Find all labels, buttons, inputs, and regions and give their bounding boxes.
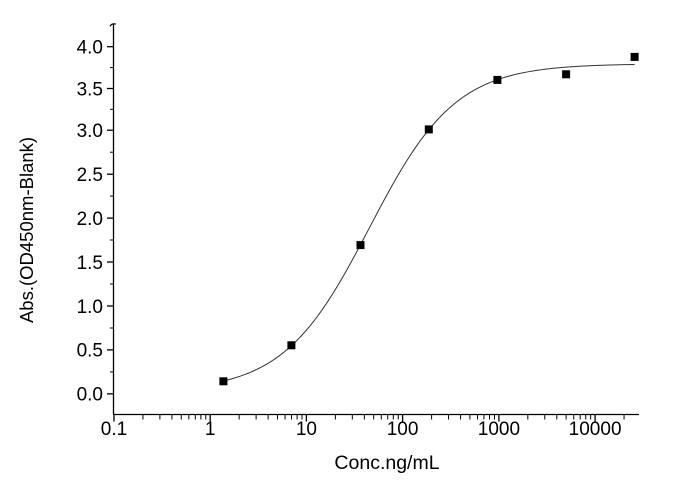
svg-text:100: 100 bbox=[387, 419, 419, 440]
svg-text:1.0: 1.0 bbox=[77, 297, 103, 318]
svg-text:2.5: 2.5 bbox=[77, 165, 103, 186]
svg-text:0.1: 0.1 bbox=[101, 419, 127, 440]
svg-text:1000: 1000 bbox=[478, 419, 520, 440]
svg-text:3.0: 3.0 bbox=[77, 121, 103, 142]
svg-text:10000: 10000 bbox=[569, 419, 622, 440]
svg-text:1.5: 1.5 bbox=[77, 253, 103, 274]
svg-text:2.0: 2.0 bbox=[77, 209, 103, 230]
svg-text:0.0: 0.0 bbox=[77, 385, 103, 406]
svg-text:4.0: 4.0 bbox=[77, 38, 103, 59]
svg-text:3.5: 3.5 bbox=[77, 79, 103, 100]
svg-text:1: 1 bbox=[205, 419, 216, 440]
svg-text:Conc.ng/mL: Conc.ng/mL bbox=[334, 452, 439, 474]
svg-text:10: 10 bbox=[296, 419, 317, 440]
svg-text:Abs.(OD450nm-Blank): Abs.(OD450nm-Blank) bbox=[16, 137, 37, 323]
svg-text:0.5: 0.5 bbox=[77, 341, 103, 362]
